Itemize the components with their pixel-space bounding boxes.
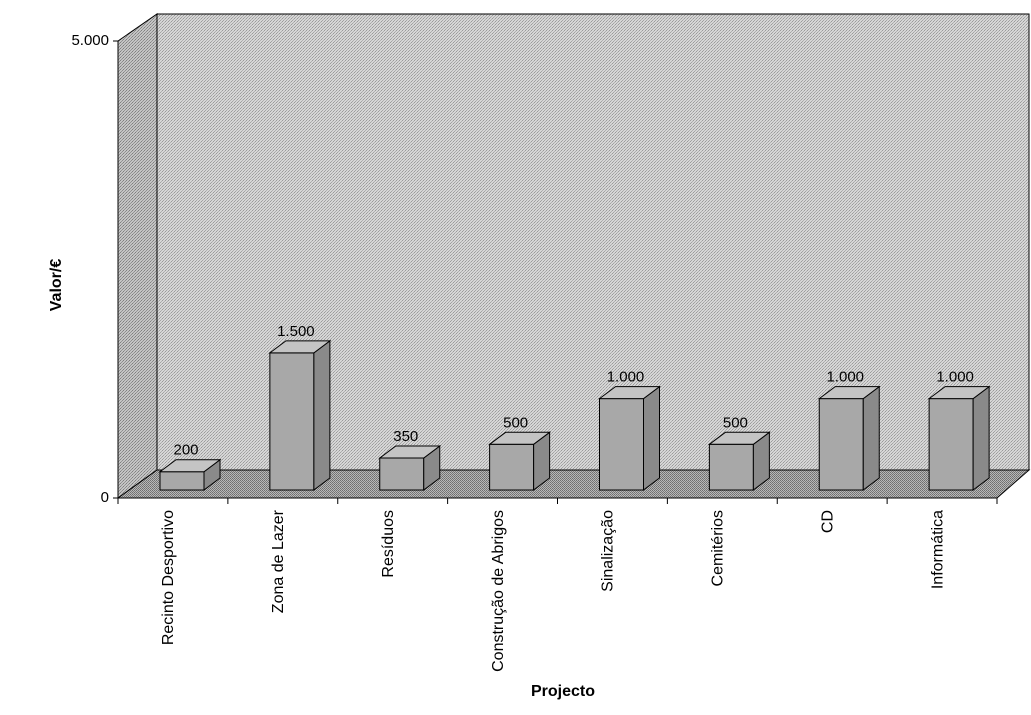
y-tick-label: 5.000 bbox=[71, 32, 109, 49]
category-label: Sinalização bbox=[600, 510, 617, 592]
bar-value-label: 200 bbox=[173, 442, 198, 459]
y-axis-title: Valor/€ bbox=[48, 259, 65, 312]
category-label: Recinto Desportivo bbox=[160, 510, 177, 645]
bar bbox=[817, 385, 881, 491]
bar-side bbox=[643, 385, 660, 491]
bar-value-label: 1.000 bbox=[936, 369, 974, 386]
bar-top bbox=[707, 431, 771, 445]
bar bbox=[488, 431, 552, 491]
y-axis-ticks: 0 5.000 bbox=[71, 32, 118, 506]
bar-value-label: 1.000 bbox=[826, 369, 864, 386]
bar-front bbox=[379, 457, 425, 491]
bar-top bbox=[158, 459, 222, 473]
bar-top bbox=[488, 431, 552, 445]
bar-front bbox=[159, 471, 205, 491]
category-label: CD bbox=[819, 510, 836, 533]
category-labels: Recinto Desportivo Zona de Lazer Resíduos C… bbox=[160, 509, 946, 672]
bar-front bbox=[489, 443, 535, 491]
bar bbox=[268, 339, 332, 491]
category-label: Zona de Lazer bbox=[270, 509, 287, 613]
plot-side-wall bbox=[117, 13, 158, 499]
bar bbox=[707, 431, 771, 491]
category-label: Construção de Abrigos bbox=[490, 510, 507, 672]
bar-top bbox=[598, 386, 661, 400]
bar bbox=[598, 385, 661, 491]
bar-top bbox=[378, 445, 442, 459]
bar-front bbox=[599, 398, 644, 491]
bar-value-label: 1.000 bbox=[607, 369, 645, 386]
bar-front bbox=[818, 398, 864, 491]
category-label: Informática bbox=[929, 510, 946, 589]
bar-front bbox=[708, 443, 754, 491]
bar-series bbox=[158, 339, 991, 491]
y-tick-label: 0 bbox=[101, 489, 109, 506]
bar-top bbox=[817, 386, 881, 400]
bar-side bbox=[972, 385, 990, 491]
bar-side bbox=[313, 339, 331, 491]
bar-front bbox=[269, 352, 315, 491]
bar bbox=[927, 385, 991, 491]
bar bbox=[158, 458, 222, 491]
bar-value-label: 500 bbox=[503, 414, 528, 431]
bar-value-label: 500 bbox=[723, 414, 748, 431]
bar-value-label: 1.500 bbox=[277, 323, 315, 340]
category-label: Resíduos bbox=[380, 510, 397, 578]
bar-side bbox=[862, 385, 880, 491]
category-label: Cemitérios bbox=[710, 510, 727, 586]
bar-value-label: 350 bbox=[393, 428, 418, 445]
bar-top bbox=[927, 386, 991, 400]
bar-front bbox=[928, 398, 974, 491]
data-labels: 200 1.500 350 500 1.000 500 1.000 1.000 bbox=[173, 323, 973, 459]
x-axis-title: Projecto bbox=[531, 683, 595, 700]
plot-floor bbox=[116, 469, 1031, 499]
bar-top bbox=[268, 340, 332, 354]
x-axis-ticks bbox=[117, 498, 998, 504]
bar bbox=[378, 445, 442, 491]
